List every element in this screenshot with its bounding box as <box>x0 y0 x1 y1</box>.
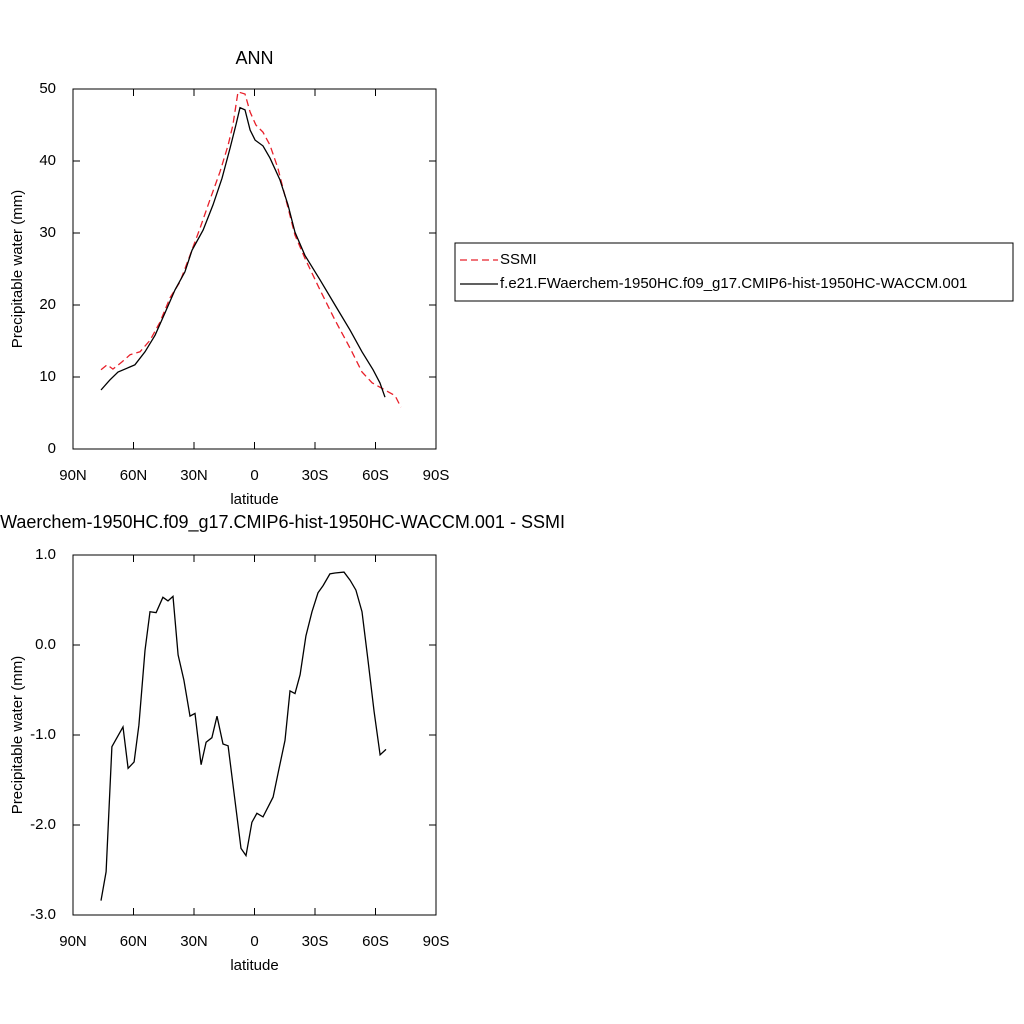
y-tick-label: -2.0 <box>30 816 56 833</box>
chart-title: ANN <box>235 48 273 68</box>
data-line <box>100 571 387 901</box>
x-tick-label: 60S <box>362 933 389 950</box>
x-tick-label: 60N <box>120 467 148 484</box>
x-tick-label: 90S <box>423 467 450 484</box>
y-axis-label: Precipitable water (mm) <box>9 190 26 348</box>
x-tick-label: 90S <box>423 933 450 950</box>
plot-frame <box>72 554 437 916</box>
x-tick-label: 0 <box>250 467 258 484</box>
x-tick-label: 60S <box>362 467 389 484</box>
legend-box <box>454 242 1014 302</box>
data-line <box>100 91 402 408</box>
x-tick-label: 30S <box>302 467 329 484</box>
y-tick-label: 20 <box>39 296 56 313</box>
y-tick-label: -1.0 <box>30 726 56 743</box>
y-tick-label: 0.0 <box>35 636 56 653</box>
x-tick-label: 90N <box>59 467 87 484</box>
y-tick-label: 10 <box>39 368 56 385</box>
y-tick-label: 50 <box>39 80 56 97</box>
plot-frame <box>72 88 437 450</box>
y-tick-label: 0 <box>48 440 56 457</box>
chart-title: f.e21.FWaerchem-1950HC.f09_g17.CMIP6-his… <box>0 512 565 533</box>
x-tick-label: 90N <box>59 933 87 950</box>
x-axis-label: latitude <box>230 957 278 974</box>
x-axis-label: latitude <box>230 491 278 508</box>
y-axis-label: Precipitable water (mm) <box>9 656 26 814</box>
x-tick-label: 30N <box>180 467 208 484</box>
y-tick-label: 30 <box>39 224 56 241</box>
x-tick-label: 0 <box>250 933 258 950</box>
legend-label: f.e21.FWaerchem-1950HC.f09_g17.CMIP6-his… <box>500 275 967 292</box>
y-tick-label: 1.0 <box>35 546 56 563</box>
legend-label: SSMI <box>500 251 537 268</box>
y-tick-label: -3.0 <box>30 906 56 923</box>
x-tick-label: 30N <box>180 933 208 950</box>
x-tick-label: 60N <box>120 933 148 950</box>
data-line <box>100 106 386 398</box>
y-tick-label: 40 <box>39 152 56 169</box>
x-tick-label: 30S <box>302 933 329 950</box>
